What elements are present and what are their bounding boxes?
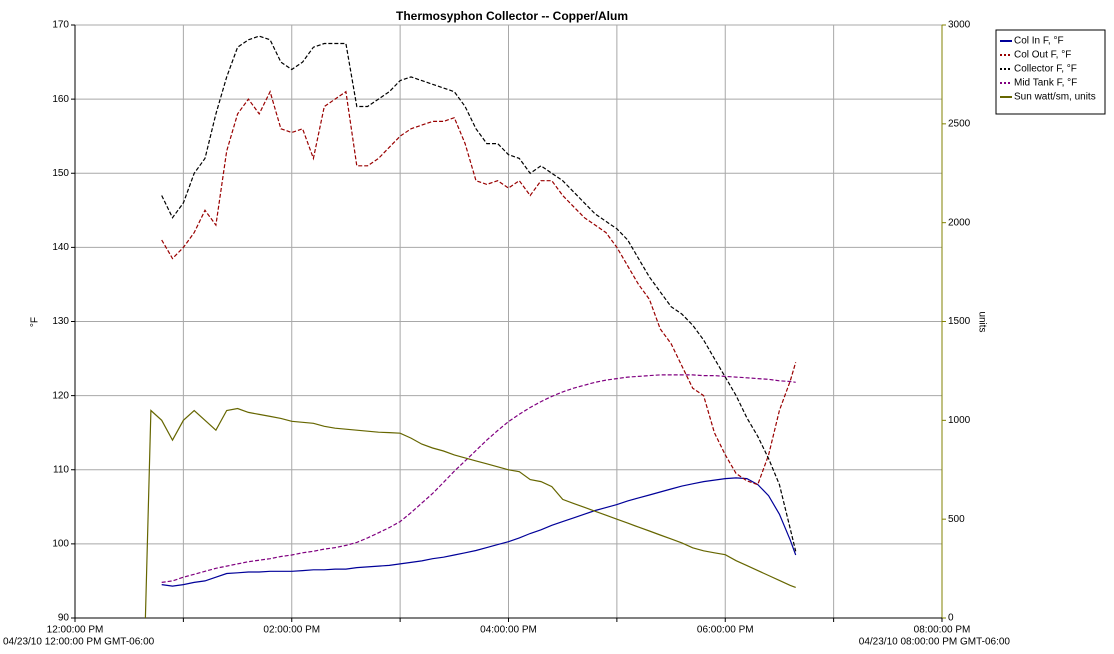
y-tick-label: 100 xyxy=(52,539,69,550)
y-tick-label: 140 xyxy=(52,242,69,253)
legend-label: Sun watt/sm, units xyxy=(1014,92,1096,103)
y2-tick-label: 0 xyxy=(948,613,954,624)
y-tick-label: 160 xyxy=(52,94,69,105)
series-line xyxy=(161,374,796,583)
x-tick-label: 08:00:00 PM xyxy=(914,625,971,636)
y-tick-label: 90 xyxy=(58,613,70,624)
range-start-label: 04/23/10 12:00:00 PM GMT-06:00 xyxy=(3,637,155,648)
x-tick-label: 06:00:00 PM xyxy=(697,625,754,636)
y-tick-label: 170 xyxy=(52,20,69,31)
y2-tick-label: 500 xyxy=(948,514,965,525)
legend-label: Col Out F, °F xyxy=(1014,50,1071,61)
y-tick-label: 150 xyxy=(52,168,69,179)
legend-box xyxy=(995,29,1106,115)
y-axis-label: °F xyxy=(30,317,41,327)
x-tick-label: 02:00:00 PM xyxy=(263,625,320,636)
range-end-label: 04/23/10 08:00:00 PM GMT-06:00 xyxy=(859,637,1011,648)
x-tick-label: 04:00:00 PM xyxy=(480,625,537,636)
chart-title: Thermosyphon Collector -- Copper/Alum xyxy=(396,9,628,23)
x-tick-label: 12:00:00 PM xyxy=(47,625,104,636)
series-line xyxy=(161,477,797,587)
y2-tick-label: 1000 xyxy=(948,415,971,426)
legend-label: Collector F, °F xyxy=(1014,64,1077,75)
y2-tick-label: 3000 xyxy=(948,20,971,31)
legend-label: Col In F, °F xyxy=(1014,36,1064,47)
series-line xyxy=(144,407,796,619)
y-tick-label: 120 xyxy=(52,390,69,401)
y2-tick-label: 1500 xyxy=(948,316,971,327)
series-line xyxy=(161,35,797,552)
y2-tick-label: 2000 xyxy=(948,217,971,228)
legend-label: Mid Tank F, °F xyxy=(1014,78,1077,89)
y-tick-label: 130 xyxy=(52,316,69,327)
y2-tick-label: 2500 xyxy=(948,118,971,129)
y-tick-label: 110 xyxy=(53,464,69,475)
y2-axis-label: units xyxy=(976,311,987,332)
